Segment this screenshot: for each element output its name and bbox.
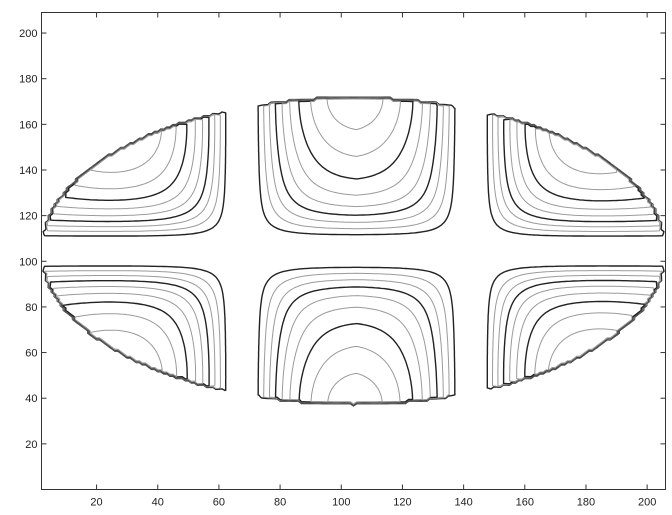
contour-line-upper-right	[492, 114, 662, 232]
contour-line-upper-middle	[289, 97, 423, 196]
contour-line-upper-left	[45, 113, 221, 232]
x-tick-label: 180	[577, 497, 595, 509]
contour-line-lower-middle	[298, 322, 414, 406]
y-axis: 20 40 60 80 100 120 140 160 180 200	[19, 28, 666, 451]
contour-line-lower-middle	[327, 372, 383, 405]
contour-line-lower-left	[42, 265, 227, 392]
contour-line-lower-middle	[289, 306, 423, 406]
x-tick-label: 40	[152, 497, 164, 509]
contour-line-upper-left	[46, 114, 216, 228]
contour-line-lower-right	[502, 279, 658, 385]
x-tick-label: 120	[393, 497, 411, 509]
contour-line-upper-left	[42, 111, 227, 237]
contour-line-lower-left	[53, 286, 204, 385]
contour-lines	[42, 96, 665, 407]
contour-line-upper-right	[509, 119, 655, 217]
y-tick-label: 40	[25, 393, 37, 405]
contour-line-upper-right	[503, 118, 658, 223]
y-tick-label: 160	[19, 119, 37, 131]
contour-line-upper-right	[524, 123, 645, 202]
contour-line-lower-left	[62, 301, 188, 380]
contour-line-lower-middle	[257, 266, 456, 407]
y-tick-label: 60	[25, 348, 37, 360]
contour-line-upper-right	[548, 132, 618, 175]
contour-line-upper-left	[49, 116, 210, 223]
x-tick-label: 80	[274, 497, 286, 509]
axes-frame	[41, 12, 666, 490]
y-tick-label: 200	[19, 28, 37, 40]
y-tick-label: 180	[19, 74, 37, 86]
contour-line-upper-left	[90, 130, 162, 173]
contour-line-upper-middle	[310, 98, 401, 157]
contour-line-lower-middle	[281, 295, 431, 406]
x-tick-label: 60	[213, 497, 225, 509]
contour-line-upper-middle	[326, 98, 384, 131]
contour-line-upper-middle	[268, 97, 444, 223]
contour-line-lower-left	[44, 270, 221, 390]
x-tick-label: 140	[454, 497, 472, 509]
contour-line-lower-left	[89, 329, 163, 371]
contour-line-lower-middle	[310, 345, 401, 405]
contour-line-lower-middle	[268, 279, 444, 406]
contour-line-lower-left	[56, 292, 197, 382]
y-tick-label: 100	[19, 256, 37, 268]
contour-line-upper-middle	[257, 96, 456, 236]
contour-line-upper-left	[56, 119, 196, 210]
contour-line-lower-right	[516, 292, 651, 380]
contour-line-lower-right	[492, 270, 664, 388]
y-tick-label: 80	[25, 302, 37, 314]
contour-line-upper-left	[52, 118, 204, 217]
y-tick-label: 20	[25, 439, 37, 451]
x-tick-label: 100	[332, 497, 350, 509]
contour-line-lower-right	[547, 328, 618, 371]
contour-line-upper-right	[516, 121, 651, 210]
contour-line-upper-middle	[298, 97, 414, 180]
y-tick-label: 120	[19, 211, 37, 223]
y-tick-label: 140	[19, 165, 37, 177]
x-axis: 20 40 60 80 100 120 140 160 180 200	[90, 12, 656, 509]
x-tick-label: 160	[516, 497, 534, 509]
x-tick-label: 200	[638, 497, 656, 509]
x-tick-label: 20	[90, 497, 102, 509]
contour-line-lower-left	[49, 280, 210, 387]
contour-line-upper-middle	[281, 97, 431, 208]
